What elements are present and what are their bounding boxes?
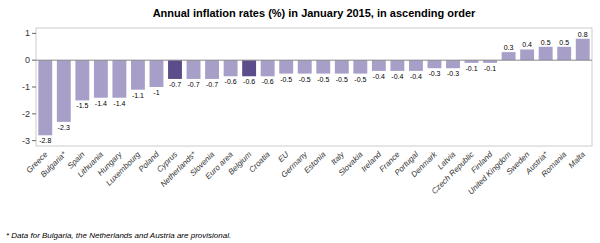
bar — [557, 47, 571, 60]
zero-line — [36, 60, 592, 61]
footnote: * Data for Bulgaria, the Netherlands and… — [6, 231, 231, 240]
y-tick-label: 0 — [25, 55, 30, 65]
plot-frame — [36, 28, 592, 146]
title: Annual inflation rates (%) in January 20… — [153, 7, 476, 19]
bar — [38, 60, 52, 135]
bar — [502, 52, 516, 60]
bar — [242, 60, 256, 76]
data-label: -1 — [153, 89, 159, 96]
bar — [75, 60, 89, 100]
data-label: -0.3 — [428, 70, 440, 77]
data-label: -1.4 — [95, 100, 107, 107]
x-tick-label: Germany — [279, 149, 309, 179]
x-tick-label: Slovakia — [337, 149, 365, 177]
data-label: -1.1 — [132, 92, 144, 99]
data-label: -0.5 — [317, 76, 329, 83]
bar — [279, 60, 293, 73]
data-label: -1.4 — [113, 100, 125, 107]
y-tick-label: -1 — [22, 82, 30, 92]
bar — [409, 60, 423, 71]
x-tick-label: Croatia — [247, 149, 272, 174]
y-tick-label: 1 — [25, 28, 30, 38]
bar — [112, 60, 126, 98]
data-label: -0.1 — [484, 65, 496, 72]
bar — [520, 49, 534, 60]
data-label: -0.7 — [206, 81, 218, 88]
x-tick-label: Estonia — [302, 149, 328, 175]
bar — [576, 39, 590, 60]
y-tick — [32, 87, 36, 88]
x-tick-label: Denmark — [409, 149, 439, 179]
data-label: -0.6 — [262, 78, 274, 85]
data-label: -1.5 — [76, 102, 88, 109]
y-tick — [32, 60, 36, 61]
bar — [261, 60, 275, 76]
bar — [335, 60, 349, 73]
data-label: -0.4 — [373, 73, 385, 80]
bar — [353, 60, 367, 73]
data-label: 0.5 — [541, 39, 551, 46]
bar — [446, 60, 460, 68]
y-tick — [32, 140, 36, 141]
data-label: -0.5 — [299, 76, 311, 83]
data-label: 0.5 — [559, 39, 569, 46]
bars — [38, 39, 589, 136]
bar — [298, 60, 312, 73]
bar — [168, 60, 182, 79]
bar — [390, 60, 404, 71]
bar — [372, 60, 386, 71]
data-label: -0.7 — [188, 81, 200, 88]
y-tick — [32, 33, 36, 34]
data-label: 0.8 — [578, 31, 588, 38]
bar — [539, 47, 553, 60]
data-label: 0.4 — [522, 41, 532, 48]
y-tick — [32, 113, 36, 114]
bar — [150, 60, 164, 87]
y-tick-label: -3 — [22, 136, 30, 146]
data-label: -0.5 — [354, 76, 366, 83]
bar — [205, 60, 219, 79]
x-tick-label: EU — [276, 150, 290, 164]
data-label: -0.1 — [466, 65, 478, 72]
bar — [57, 60, 71, 122]
y-tick-label: -2 — [22, 109, 30, 119]
bar — [94, 60, 108, 98]
data-label: -2.3 — [58, 124, 70, 131]
data-label: -0.6 — [243, 78, 255, 85]
data-label: -0.4 — [391, 73, 403, 80]
data-label: -0.4 — [410, 73, 422, 80]
data-label: -0.5 — [280, 76, 292, 83]
data-label: -0.3 — [447, 70, 459, 77]
data-label: -2.8 — [39, 137, 51, 144]
chart: -3 -2 -1 0 1 -2.8 -2.3 -1.5 -1.4 -1.4 -1.1 -1 -0.7 -0… — [0, 0, 600, 243]
bar — [131, 60, 145, 90]
bar — [316, 60, 330, 73]
bar — [187, 60, 201, 79]
data-label: -0.6 — [225, 78, 237, 85]
data-label: -0.7 — [169, 81, 181, 88]
bar — [428, 60, 442, 68]
x-tick-label: Bulgaria* — [39, 149, 69, 179]
x-tick-label: Malta — [567, 149, 588, 170]
data-label: -0.5 — [336, 76, 348, 83]
bar — [224, 60, 238, 76]
data-label: 0.3 — [504, 44, 514, 51]
x-tick-label: Belgium — [227, 150, 254, 177]
x-tick-label: Romania — [539, 149, 568, 178]
